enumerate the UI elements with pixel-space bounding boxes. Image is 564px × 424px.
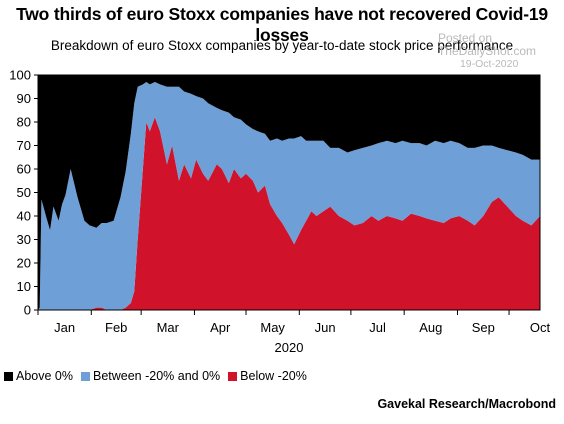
- y-tick-label: 40: [17, 209, 31, 224]
- y-tick-label: 100: [9, 68, 31, 83]
- watermark-line2: TheDailyShot.com: [437, 44, 536, 58]
- watermark: Posted on TheDailyShot.com 19-Oct-2020: [438, 32, 536, 71]
- x-tick-label: Mar: [157, 320, 180, 335]
- watermark-date: 19-Oct-2020: [459, 58, 519, 70]
- x-tick-label: Aug: [419, 320, 442, 335]
- series-area-below: [38, 117, 540, 310]
- x-axis-label: 2020: [275, 340, 304, 355]
- x-tick-label: Oct: [530, 320, 551, 335]
- y-tick-label: 80: [17, 115, 31, 130]
- watermark-line1: Posted on: [437, 31, 492, 45]
- legend-swatch-below: [228, 371, 238, 381]
- chart-source: Gavekal Research/Macrobond: [377, 397, 556, 411]
- y-tick-label: 10: [17, 279, 31, 294]
- x-tick-label: Jan: [54, 320, 75, 335]
- x-tick-label: Feb: [105, 320, 127, 335]
- legend-item-above: Above 0%: [4, 369, 73, 383]
- chart-subtitle: Breakdown of euro Stoxx companies by yea…: [50, 38, 514, 53]
- legend-label-below: Below -20%: [240, 369, 307, 383]
- chart-title: Two thirds of euro Stoxx companies have …: [16, 4, 548, 45]
- y-tick-label: 60: [17, 162, 31, 177]
- y-tick-label: 90: [17, 91, 31, 106]
- chart-legend: Above 0% Between -20% and 0% Below -20%: [4, 369, 307, 383]
- x-tick-label: Jul: [369, 320, 386, 335]
- y-tick-label: 0: [24, 303, 31, 318]
- legend-label-between: Between -20% and 0%: [92, 369, 221, 383]
- y-tick-label: 70: [17, 138, 31, 153]
- x-tick-label: Sep: [472, 320, 495, 335]
- legend-label-above: Above 0%: [16, 369, 73, 383]
- y-tick-label: 30: [17, 232, 31, 247]
- legend-swatch-between: [80, 371, 90, 381]
- x-tick-label: Apr: [210, 320, 231, 335]
- y-tick-label: 50: [17, 185, 31, 200]
- legend-item-between: Between -20% and 0%: [80, 369, 221, 383]
- y-tick-label: 20: [17, 256, 31, 271]
- x-tick-label: May: [260, 320, 285, 335]
- series-area-above: [38, 75, 540, 310]
- legend-swatch-above: [4, 371, 13, 381]
- x-tick-label: Jun: [315, 320, 336, 335]
- legend-item-below: Below -20%: [228, 369, 307, 383]
- series-area-between: [38, 82, 540, 310]
